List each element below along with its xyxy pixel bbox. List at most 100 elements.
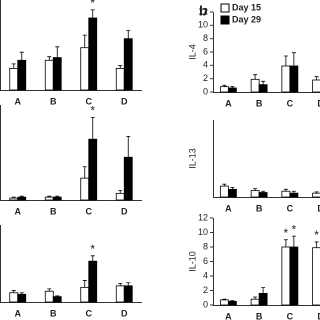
y-tick-label: 4 bbox=[203, 60, 208, 70]
bar bbox=[258, 84, 268, 93]
error-bar bbox=[291, 235, 296, 247]
y-axis-label: IL-13 bbox=[187, 148, 197, 169]
bar bbox=[115, 192, 125, 201]
error-bar bbox=[126, 135, 131, 158]
bar bbox=[9, 197, 19, 201]
y-tick-label: 10 bbox=[198, 227, 208, 237]
x-tick-label: A bbox=[15, 308, 22, 318]
bar bbox=[44, 59, 54, 91]
bar bbox=[80, 286, 90, 303]
error-bar bbox=[82, 34, 87, 48]
panel-label: b bbox=[199, 3, 208, 19]
error-bar bbox=[118, 283, 123, 286]
y-tick-label: 8 bbox=[203, 33, 208, 43]
legend-swatch bbox=[220, 15, 230, 25]
x-tick-label: B bbox=[50, 308, 57, 318]
error-bar bbox=[283, 188, 288, 192]
bar bbox=[227, 300, 237, 306]
annotation: * bbox=[314, 228, 319, 242]
x-tick-label: B bbox=[50, 206, 57, 216]
error-bar bbox=[118, 190, 123, 194]
annotation: * bbox=[90, 0, 95, 10]
x-tick-label: B bbox=[256, 203, 263, 213]
y-tick-label: 0 bbox=[203, 299, 208, 309]
bar bbox=[52, 57, 62, 91]
error-bar bbox=[222, 298, 227, 300]
bar bbox=[289, 192, 299, 198]
bar bbox=[44, 196, 54, 201]
bar bbox=[281, 65, 291, 93]
legend-swatch bbox=[220, 3, 230, 13]
y-tick-label: 0 bbox=[203, 86, 208, 96]
bar bbox=[115, 285, 125, 303]
bar bbox=[9, 292, 19, 303]
x-tick-label: B bbox=[256, 98, 263, 108]
legend-label: Day 15 bbox=[232, 2, 261, 12]
error-bar bbox=[118, 65, 123, 69]
error-bar bbox=[11, 196, 16, 199]
y-axis-label: IL-10 bbox=[187, 251, 197, 272]
bar bbox=[17, 196, 27, 201]
error-bar bbox=[55, 195, 60, 198]
y-tick-label: 6 bbox=[203, 46, 208, 56]
bar bbox=[9, 68, 19, 91]
bar bbox=[227, 87, 237, 93]
bar bbox=[123, 38, 133, 91]
bar bbox=[250, 78, 260, 93]
y-tick-label: 10 bbox=[198, 20, 208, 30]
bar bbox=[52, 296, 62, 303]
error-bar bbox=[283, 239, 288, 247]
error-bar bbox=[230, 186, 235, 190]
x-tick-label: C bbox=[287, 98, 294, 108]
bar bbox=[258, 292, 268, 306]
error-bar bbox=[90, 9, 95, 18]
bar bbox=[17, 293, 27, 303]
bar bbox=[219, 185, 229, 198]
bar bbox=[80, 177, 90, 201]
error-bar bbox=[47, 288, 52, 292]
error-bar bbox=[253, 188, 258, 191]
y-tick-label: 12 bbox=[198, 212, 208, 222]
error-bar bbox=[90, 255, 95, 262]
y-tick-label: 6 bbox=[203, 256, 208, 266]
error-bar bbox=[230, 86, 235, 88]
y-tick-label: 4 bbox=[203, 270, 208, 280]
error-bar bbox=[261, 80, 266, 85]
error-bar bbox=[19, 195, 24, 198]
x-tick-label: C bbox=[86, 206, 93, 216]
bar bbox=[52, 196, 62, 201]
error-bar bbox=[222, 84, 227, 87]
x-tick-label: A bbox=[15, 206, 22, 216]
y-tick-label: 2 bbox=[203, 285, 208, 295]
error-bar bbox=[230, 300, 235, 302]
bar bbox=[115, 68, 125, 91]
bar bbox=[258, 192, 268, 198]
error-bar bbox=[11, 63, 16, 69]
error-bar bbox=[222, 183, 227, 187]
bar bbox=[281, 246, 291, 306]
error-bar bbox=[55, 46, 60, 58]
error-bar bbox=[47, 195, 52, 198]
bar bbox=[312, 247, 320, 306]
bar bbox=[289, 246, 299, 306]
error-bar bbox=[314, 191, 319, 194]
legend-label: Day 29 bbox=[232, 14, 261, 24]
x-tick-label: A bbox=[225, 203, 232, 213]
bar bbox=[219, 86, 229, 93]
error-bar bbox=[314, 76, 319, 80]
x-tick-label: D bbox=[317, 98, 320, 108]
error-bar bbox=[47, 56, 52, 61]
bar bbox=[281, 190, 291, 198]
x-tick-label: B bbox=[256, 311, 263, 320]
x-tick-label: A bbox=[225, 98, 232, 108]
error-bar bbox=[55, 295, 60, 297]
bar bbox=[88, 17, 98, 91]
y-tick-label: 8 bbox=[203, 241, 208, 251]
bar bbox=[17, 59, 27, 91]
error-bar bbox=[314, 241, 319, 248]
error-bar bbox=[261, 287, 266, 294]
y-tick-label: 12 bbox=[198, 6, 208, 16]
x-tick-label: B bbox=[50, 96, 57, 106]
error-bar bbox=[19, 292, 24, 295]
